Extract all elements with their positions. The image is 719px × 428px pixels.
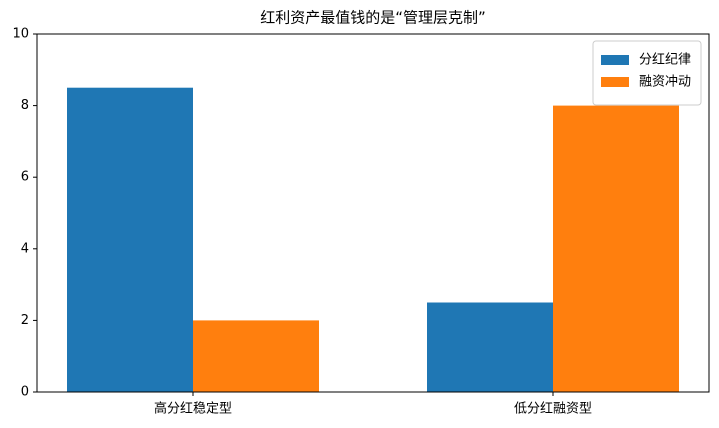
x-tick-label: 高分红稳定型	[154, 401, 232, 417]
legend-swatch	[601, 77, 629, 87]
y-tick-label: 6	[21, 170, 29, 185]
chart-title: 红利资产最值钱的是“管理层克制”	[260, 9, 486, 27]
bar	[193, 320, 319, 392]
y-tick-label: 2	[21, 313, 29, 328]
axes-frame	[36, 33, 710, 393]
bar	[427, 302, 553, 392]
y-tick-label: 4	[21, 241, 29, 256]
y-tick-label: 8	[21, 98, 29, 113]
legend-box	[592, 40, 702, 106]
y-tick-label: 0	[21, 385, 29, 400]
legend-swatch	[601, 55, 629, 65]
legend-label: 分红纪律	[639, 52, 691, 68]
x-tick-label: 低分红融资型	[514, 401, 592, 417]
bar	[553, 105, 679, 392]
y-tick-label: 10	[12, 27, 29, 42]
legend-label: 融资冲动	[639, 75, 691, 90]
bar	[67, 87, 193, 392]
